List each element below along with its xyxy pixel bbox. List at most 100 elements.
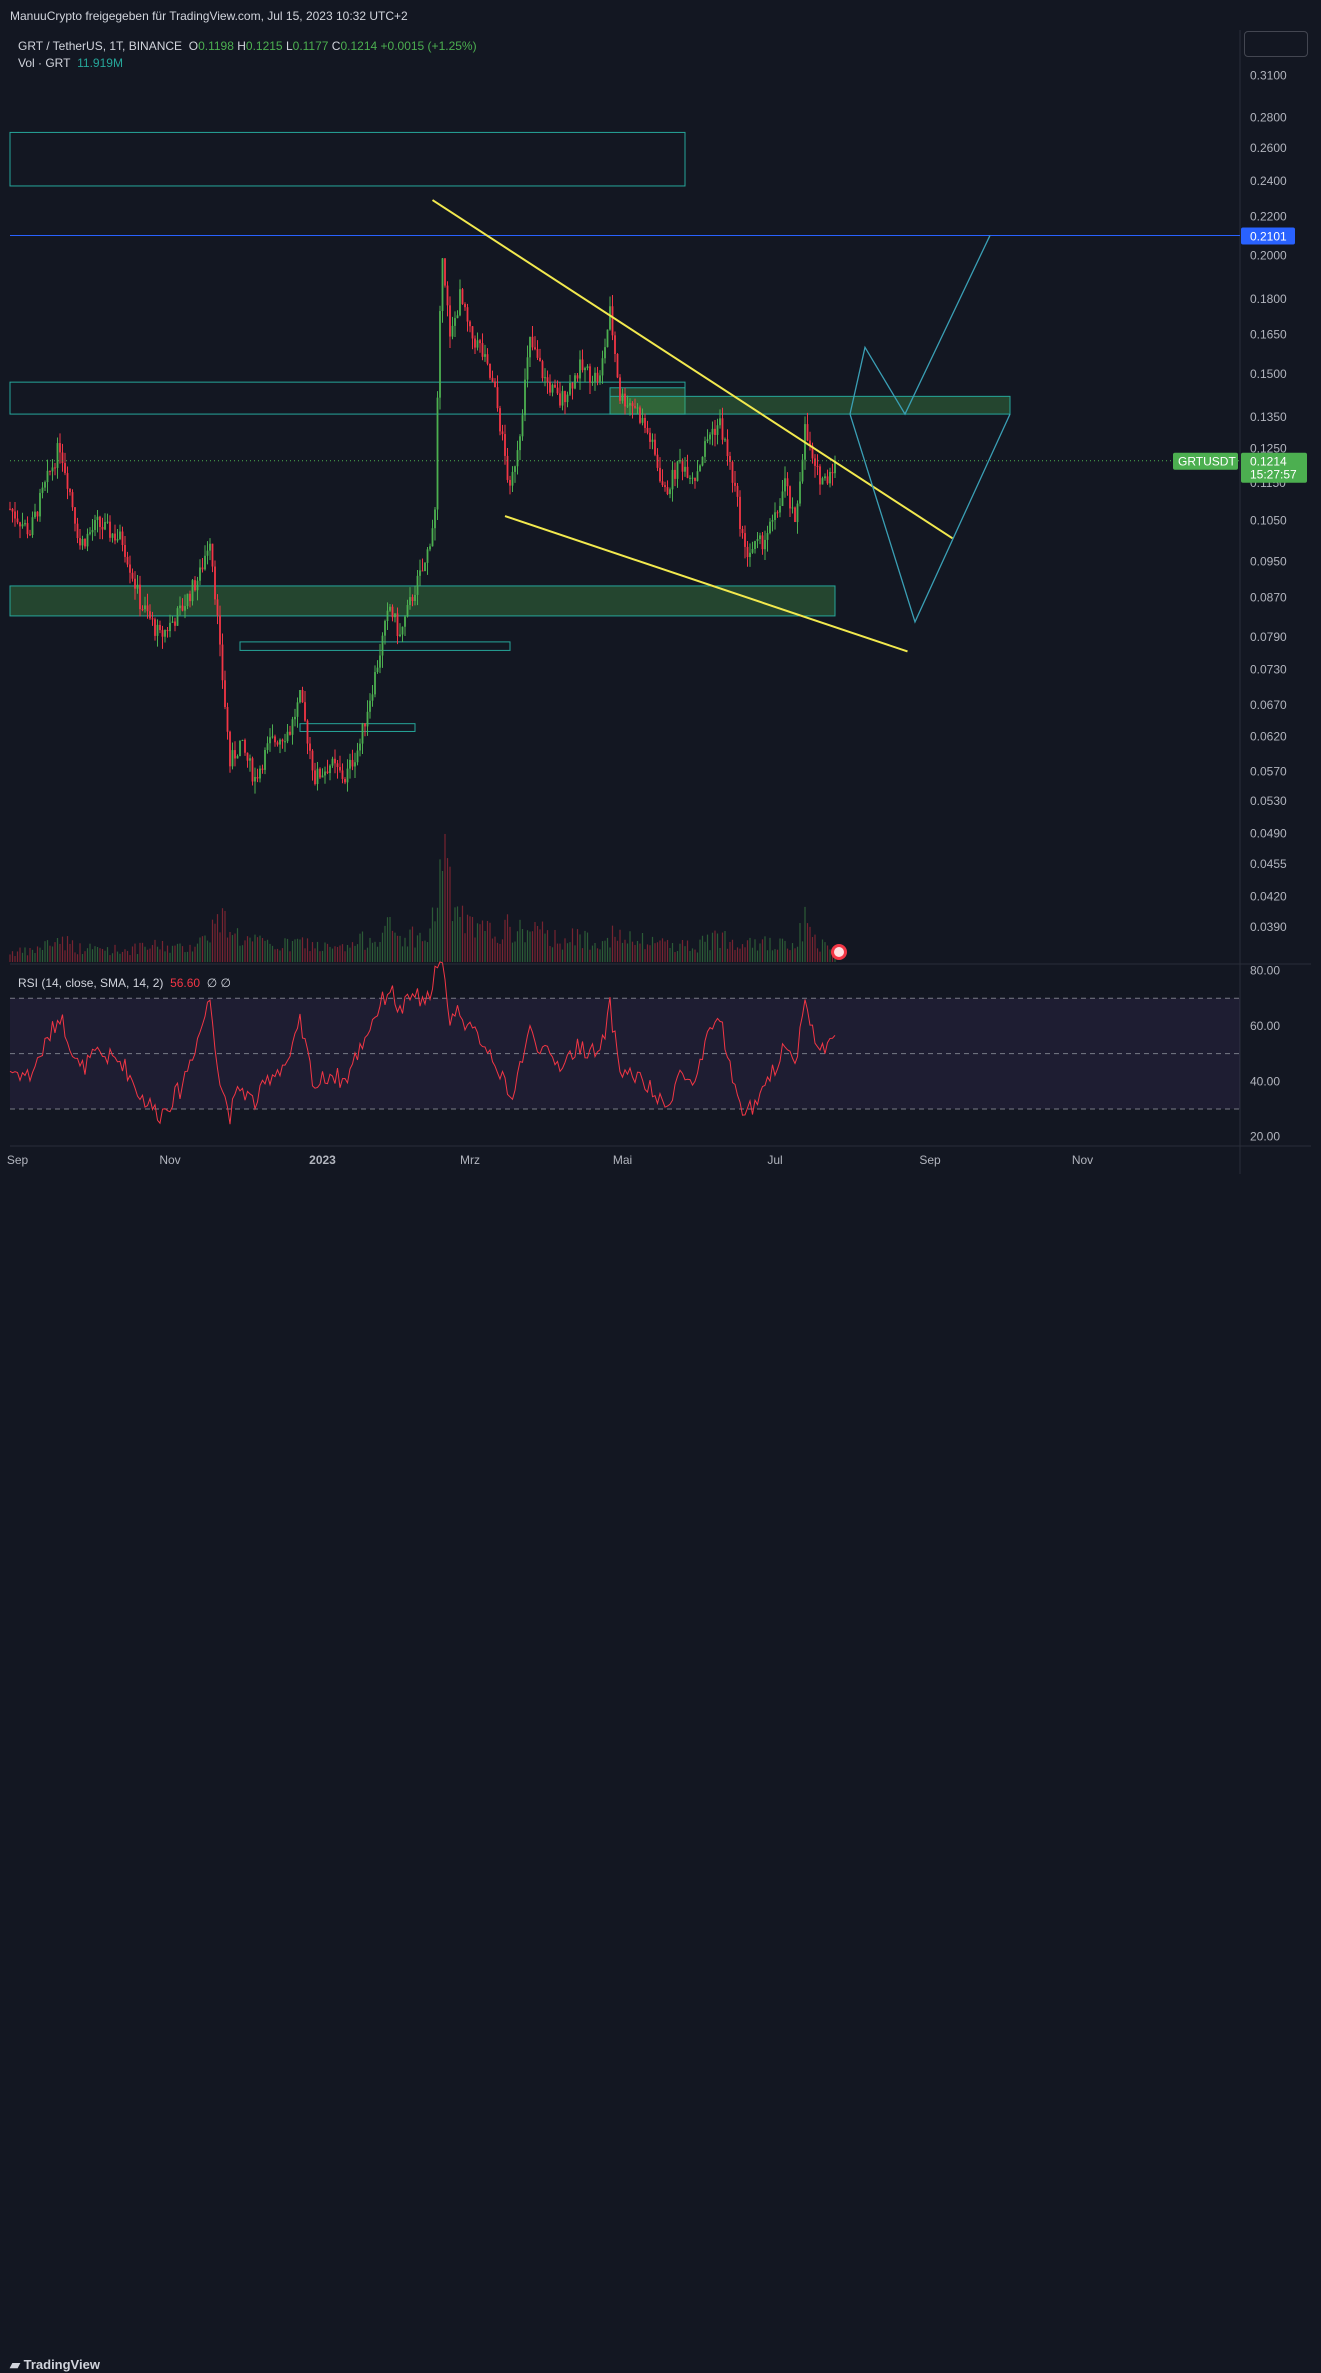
candle-body bbox=[421, 570, 424, 572]
candle-body bbox=[766, 533, 769, 540]
volume-bar bbox=[111, 953, 114, 962]
trendline[interactable] bbox=[504, 515, 908, 653]
candle-body bbox=[114, 533, 116, 541]
price-tick-label: 0.0390 bbox=[1250, 920, 1287, 934]
volume-bar bbox=[314, 948, 316, 962]
volume-bar bbox=[194, 946, 196, 962]
volume-bar bbox=[351, 942, 354, 962]
volume-bar bbox=[366, 947, 369, 962]
candle-body bbox=[569, 382, 571, 395]
volume-bar bbox=[781, 938, 784, 962]
volume-bar bbox=[609, 947, 611, 962]
volume-bar bbox=[136, 954, 139, 962]
candle-body bbox=[621, 393, 624, 401]
volume-bar bbox=[494, 936, 496, 962]
candle-body bbox=[629, 403, 631, 406]
candle-body bbox=[504, 434, 506, 456]
candle-body bbox=[146, 605, 149, 612]
volume-bar bbox=[786, 948, 789, 962]
candle-body bbox=[539, 357, 541, 362]
candle-body bbox=[299, 690, 301, 703]
sr-zone[interactable] bbox=[609, 395, 1011, 415]
candle-body bbox=[541, 361, 544, 379]
volume-bar bbox=[594, 942, 596, 962]
sr-zone[interactable] bbox=[9, 585, 836, 617]
candle-body bbox=[619, 377, 621, 401]
volume-bar bbox=[279, 950, 281, 962]
volume-bar bbox=[564, 938, 566, 962]
candle-body bbox=[496, 387, 499, 409]
sr-zone[interactable] bbox=[239, 641, 511, 651]
candle-body bbox=[449, 305, 451, 337]
volume-bar bbox=[354, 945, 356, 962]
candle-body bbox=[544, 377, 546, 379]
volume-bar bbox=[821, 939, 824, 962]
price-chart[interactable]: 0.3100 0.2800 0.2600 0.2400 0.2200 0.2000 0.18… bbox=[0, 0, 1321, 1208]
volume-bar bbox=[744, 947, 746, 962]
candle-body bbox=[829, 471, 831, 484]
sr-zone[interactable] bbox=[9, 381, 686, 415]
volume-bar bbox=[204, 935, 206, 962]
candle-body bbox=[524, 379, 526, 416]
volume-bar bbox=[446, 858, 449, 962]
candle-body bbox=[669, 489, 671, 495]
volume-bar bbox=[69, 943, 71, 962]
candle-body bbox=[19, 522, 21, 527]
candle-body bbox=[749, 552, 751, 558]
volume-value: 11.919M bbox=[77, 56, 123, 70]
volume-bar bbox=[124, 949, 126, 962]
candle-body bbox=[704, 441, 706, 457]
volume-bar bbox=[426, 942, 429, 962]
candle-body bbox=[189, 593, 191, 602]
volume-bar bbox=[616, 940, 619, 962]
rsi-label[interactable]: RSI (14, close, SMA, 14, 2) bbox=[18, 976, 164, 990]
candle-body bbox=[379, 655, 381, 668]
trendline[interactable] bbox=[431, 199, 954, 540]
price-tick-label: 0.1500 bbox=[1250, 367, 1287, 381]
sr-zone[interactable] bbox=[9, 131, 686, 187]
candle-body bbox=[106, 521, 109, 523]
sr-zone[interactable] bbox=[299, 723, 416, 732]
volume-bar bbox=[156, 946, 159, 962]
rsi-legend: RSI (14, close, SMA, 14, 2) 56.60 ∅ ∅ bbox=[18, 976, 231, 990]
volume-bar bbox=[524, 942, 526, 962]
rsi-tick-label: 80.00 bbox=[1250, 964, 1280, 978]
volume-bar bbox=[9, 954, 11, 962]
volume-bar bbox=[129, 955, 131, 962]
volume-bar bbox=[714, 930, 716, 962]
volume-bar bbox=[829, 949, 831, 962]
volume-bar bbox=[756, 950, 759, 962]
candle-body bbox=[576, 375, 579, 379]
projection-path[interactable] bbox=[849, 235, 991, 416]
candle-body bbox=[241, 739, 244, 741]
candle-body bbox=[781, 491, 784, 507]
candle-body bbox=[389, 606, 391, 611]
candle-body bbox=[586, 366, 589, 369]
price-tick-label: 0.0530 bbox=[1250, 794, 1287, 808]
volume-bar bbox=[796, 946, 799, 962]
candle-body bbox=[659, 467, 661, 482]
volume-bar bbox=[491, 938, 494, 962]
volume-bar bbox=[309, 951, 311, 962]
volume-bar bbox=[281, 948, 284, 962]
volume-bar bbox=[266, 939, 269, 962]
candle-body bbox=[359, 743, 361, 751]
volume-label[interactable]: Vol · GRT bbox=[18, 56, 71, 70]
chart-frame[interactable] bbox=[10, 30, 1311, 1174]
volume-bar bbox=[381, 932, 384, 962]
candle-body bbox=[366, 711, 369, 727]
tradingview-logo[interactable]: ▰ TradingView bbox=[10, 2357, 100, 2373]
volume-bar bbox=[416, 935, 419, 962]
scale-settings-button[interactable] bbox=[1244, 31, 1308, 57]
candle-body bbox=[214, 566, 216, 600]
candle-body bbox=[261, 768, 264, 770]
volume-bar bbox=[546, 930, 549, 962]
candle-body bbox=[521, 415, 524, 437]
symbol-label[interactable]: GRT / TetherUS, 1T, BINANCE bbox=[18, 39, 183, 53]
projection-path[interactable] bbox=[849, 413, 1011, 624]
candle-body bbox=[364, 723, 366, 727]
volume-bar bbox=[589, 949, 591, 962]
candle-body bbox=[641, 417, 644, 423]
candle-body bbox=[339, 766, 341, 771]
candle-body bbox=[116, 539, 119, 541]
